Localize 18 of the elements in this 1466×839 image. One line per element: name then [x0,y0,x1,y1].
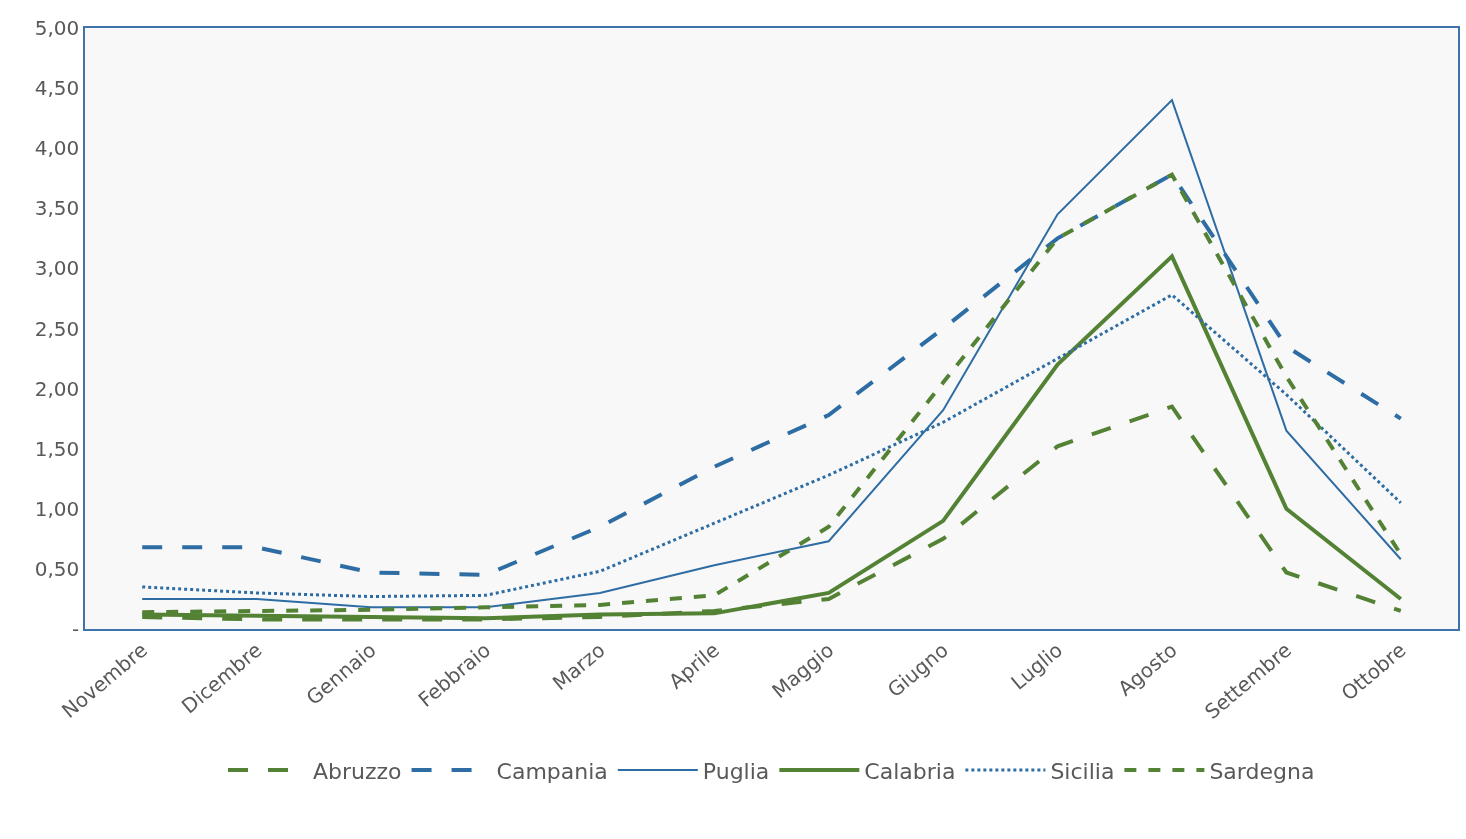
y-tick-label: 2,00 [34,376,80,401]
legend-label: Sicilia [1050,758,1115,784]
legend-label: Campania [496,758,608,784]
y-tick-label: 5,00 [34,16,80,40]
y-tick-label: 1,00 [34,496,80,521]
y-tick-label: 0,50 [34,556,80,581]
y-tick-label: 3,50 [34,196,80,221]
line-series [141,99,1402,609]
legend-label: Sardegna [1209,758,1315,784]
y-tick-label: 4,50 [34,76,80,101]
y-tick-label: 1,50 [34,436,80,461]
legend-label: Abruzzo [313,758,402,784]
y-tick-label: 3,00 [34,256,80,281]
legend-label: Puglia [702,758,770,784]
y-tick-label: 4,00 [34,136,80,161]
legend-label: Calabria [864,758,956,784]
y-tick-label: 2,50 [34,316,80,341]
y-tick-label: - [72,617,80,641]
